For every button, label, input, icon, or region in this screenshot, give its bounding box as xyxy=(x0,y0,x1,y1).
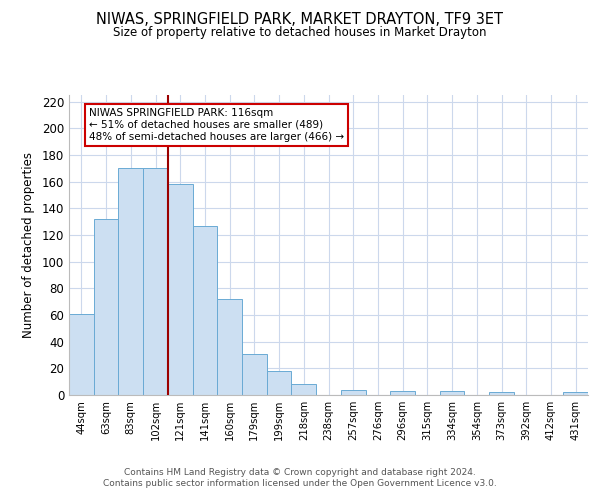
Bar xyxy=(563,392,588,395)
Bar xyxy=(94,219,118,395)
Bar xyxy=(193,226,217,395)
Bar xyxy=(489,392,514,395)
Bar xyxy=(168,184,193,395)
Bar xyxy=(390,391,415,395)
Bar xyxy=(242,354,267,395)
Bar xyxy=(143,168,168,395)
Text: Contains HM Land Registry data © Crown copyright and database right 2024.
Contai: Contains HM Land Registry data © Crown c… xyxy=(103,468,497,487)
Y-axis label: Number of detached properties: Number of detached properties xyxy=(22,152,35,338)
Text: NIWAS, SPRINGFIELD PARK, MARKET DRAYTON, TF9 3ET: NIWAS, SPRINGFIELD PARK, MARKET DRAYTON,… xyxy=(97,12,503,28)
Text: NIWAS SPRINGFIELD PARK: 116sqm
← 51% of detached houses are smaller (489)
48% of: NIWAS SPRINGFIELD PARK: 116sqm ← 51% of … xyxy=(89,108,344,142)
Bar xyxy=(217,299,242,395)
Bar xyxy=(292,384,316,395)
Bar xyxy=(440,391,464,395)
Text: Size of property relative to detached houses in Market Drayton: Size of property relative to detached ho… xyxy=(113,26,487,39)
Bar xyxy=(267,371,292,395)
Bar xyxy=(341,390,365,395)
Bar xyxy=(118,168,143,395)
Bar xyxy=(69,314,94,395)
